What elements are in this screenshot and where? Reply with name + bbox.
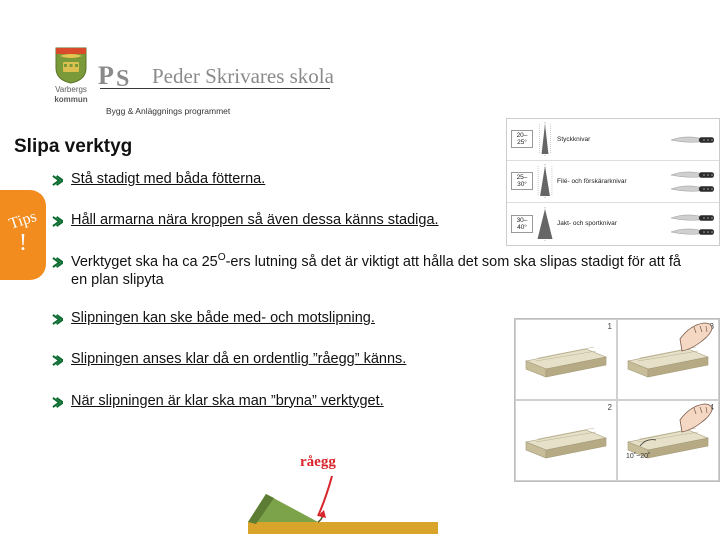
ps-monogram-icon: P S [98, 60, 150, 90]
school-script: Peder Skrivares skola [152, 64, 334, 89]
crest-label-1: Varbergs [55, 86, 87, 94]
svg-text:P: P [98, 61, 114, 90]
municipality-crest-block: Varbergs kommun [54, 44, 88, 104]
wedge-icon [537, 164, 553, 198]
chevron-icon [52, 214, 63, 232]
knife-icon [671, 168, 715, 180]
sharpening-step-cell: 1 [515, 319, 617, 400]
whetstone-icon: 10˚~20˚ [620, 402, 716, 462]
svg-text:S: S [116, 66, 129, 90]
knife-icons [671, 211, 715, 237]
bullet-text: När slipningen är klar ska man ”bryna” v… [71, 392, 384, 410]
bullet-text: Slipningen kan ske både med- och motslip… [71, 309, 375, 327]
knife-row-label: Jakt- och sportknivar [557, 220, 667, 227]
bullet-text: Stå stadigt med båda fötterna. [71, 170, 265, 188]
sharpening-steps-figure: 1 3 2 4 10˚~20˚ [514, 318, 720, 482]
raegg-figure [248, 476, 438, 534]
bullet-text: Slipningen anses klar då en ordentlig ”r… [71, 350, 406, 368]
wedge-icon [537, 122, 553, 156]
knife-icons [671, 168, 715, 194]
chevron-icon [52, 312, 63, 330]
sharpening-step-cell: 3 [617, 319, 719, 400]
svg-text:10˚~20˚: 10˚~20˚ [626, 452, 650, 460]
tips-label: Tips [7, 209, 38, 232]
sharpening-step-cell: 2 [515, 400, 617, 481]
raegg-label: råegg [300, 454, 336, 471]
school-block: P S Peder Skrivares skola [98, 60, 334, 89]
knife-icon [671, 182, 715, 194]
knife-angle-figure: 20–25° Styckknivar 25–30° Filé- och förs… [506, 118, 720, 246]
knife-row-label: Styckknivar [557, 136, 667, 143]
program-subtitle: Bygg & Anläggnings programmet [0, 106, 720, 116]
tips-bang: ! [19, 230, 27, 257]
knife-angle-row: 25–30° Filé- och förskärarknivar [507, 161, 719, 203]
crest-label-2: kommun [54, 96, 87, 104]
chevron-icon [52, 395, 63, 413]
bullet-item: Verktyget ska ha ca 25O-ers lutning så d… [52, 252, 698, 289]
angle-label: 25–30° [511, 172, 533, 190]
school-name: P S Peder Skrivares skola [98, 60, 334, 90]
chevron-icon [52, 255, 63, 273]
knife-row-label: Filé- och förskärarknivar [557, 178, 667, 185]
whetstone-icon [620, 321, 716, 381]
chevron-icon [52, 173, 63, 191]
bullet-text: Håll armarna nära kroppen så även dessa … [71, 211, 439, 229]
chevron-icon [52, 353, 63, 371]
page-header: Varbergs kommun P S Peder Skrivares skol… [0, 0, 720, 104]
angle-label: 20–25° [511, 130, 533, 148]
knife-icon [671, 133, 715, 145]
knife-angle-row: 30–40° Jakt- och sportknivar [507, 203, 719, 245]
crest-icon [54, 44, 88, 84]
angle-label: 30–40° [511, 215, 533, 233]
knife-angle-row: 20–25° Styckknivar [507, 119, 719, 161]
bullet-text: Verktyget ska ha ca 25O-ers lutning så d… [71, 252, 698, 289]
wedge-icon [537, 207, 553, 241]
tips-badge: Tips ! [0, 190, 46, 280]
sharpening-step-cell: 4 10˚~20˚ [617, 400, 719, 481]
whetstone-icon [518, 402, 614, 462]
whetstone-icon [518, 321, 614, 381]
knife-icons [671, 133, 715, 145]
knife-icon [671, 211, 715, 223]
knife-icon [671, 225, 715, 237]
